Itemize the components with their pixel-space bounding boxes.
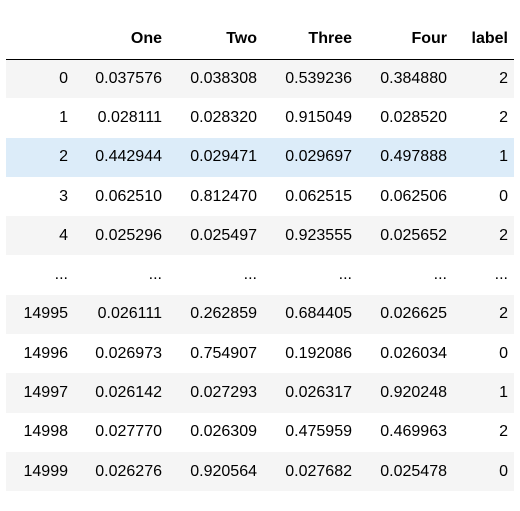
cell-one: 0.028111 <box>97 108 162 126</box>
cell-label: 2 <box>499 69 508 87</box>
cell-four: 0.025652 <box>380 226 447 244</box>
cell-three: 0.062515 <box>285 187 352 205</box>
row-index: 1 <box>59 108 68 126</box>
cell-label: 2 <box>499 423 508 441</box>
row-index: 14999 <box>23 462 69 480</box>
cell-three: 0.026317 <box>285 384 352 402</box>
dataframe-output: One Two Three Four label 0 0.037576 0.03… <box>6 19 514 492</box>
cell-one: 0.026111 <box>97 305 162 323</box>
table-row: 1 0.028111 0.028320 0.915049 0.028520 2 <box>6 98 514 138</box>
header-four: Four <box>358 19 453 60</box>
cell-one: ... <box>148 266 162 284</box>
cell-two: 0.262859 <box>190 305 257 323</box>
cell-one: 0.025296 <box>95 226 162 244</box>
cell-four: 0.028520 <box>380 108 447 126</box>
cell-two: 0.038308 <box>190 69 257 87</box>
cell-three: 0.923555 <box>285 226 352 244</box>
header-index <box>6 19 74 60</box>
row-index: 2 <box>59 148 68 166</box>
cell-three: ... <box>338 266 352 284</box>
cell-one: 0.026276 <box>95 462 162 480</box>
cell-three: 0.192086 <box>285 344 352 362</box>
cell-one: 0.027770 <box>95 423 162 441</box>
row-index: 3 <box>59 187 68 205</box>
cell-four: 0.026034 <box>380 344 447 362</box>
cell-two: 0.027293 <box>190 384 257 402</box>
cell-two: 0.029471 <box>190 148 257 166</box>
cell-two: 0.025497 <box>190 226 257 244</box>
table-row: 14997 0.026142 0.027293 0.026317 0.92024… <box>6 373 514 413</box>
table-row: 14995 0.026111 0.262859 0.684405 0.02662… <box>6 294 514 335</box>
cell-label: 0 <box>499 187 508 205</box>
row-index: 14995 <box>23 305 69 323</box>
cell-three: 0.475959 <box>285 423 352 441</box>
cell-label: 1 <box>499 384 508 402</box>
table-row-highlighted: 2 0.442944 0.029471 0.029697 0.497888 1 <box>6 137 514 177</box>
ellipsis-row: ... ... ... ... ... ... <box>6 255 514 295</box>
cell-two: 0.028320 <box>190 108 257 126</box>
cell-one: 0.062510 <box>95 187 162 205</box>
cell-four: 0.469963 <box>380 423 447 441</box>
cell-three: 0.027682 <box>285 462 352 480</box>
cell-three: 0.915049 <box>285 108 352 126</box>
table-row: 14996 0.026973 0.754907 0.192086 0.02603… <box>6 334 514 374</box>
table-header: One Two Three Four label <box>6 19 514 60</box>
cell-label: 2 <box>499 108 508 126</box>
cell-four: 0.025478 <box>380 462 447 480</box>
row-index: 4 <box>59 226 68 244</box>
cell-one: 0.442944 <box>95 148 162 166</box>
cell-one: 0.026142 <box>95 384 162 402</box>
table-row: 4 0.025296 0.025497 0.923555 0.025652 2 <box>6 216 514 256</box>
cell-label: 2 <box>499 305 508 323</box>
row-index: 14997 <box>23 384 69 402</box>
cell-four: 0.920248 <box>380 384 447 402</box>
cell-two: 0.026309 <box>190 423 257 441</box>
header-row: One Two Three Four label <box>6 19 514 60</box>
row-index: 14996 <box>23 344 69 362</box>
cell-three: 0.684405 <box>285 305 352 323</box>
cell-label: 1 <box>499 148 508 166</box>
row-index: 14998 <box>23 423 69 441</box>
cell-three: 0.029697 <box>285 148 352 166</box>
table-row: 0 0.037576 0.038308 0.539236 0.384880 2 <box>6 59 514 99</box>
cell-three: 0.539236 <box>285 69 352 87</box>
cell-four: 0.497888 <box>380 148 447 166</box>
cell-four: ... <box>433 266 447 284</box>
dataframe-table: One Two Three Four label 0 0.037576 0.03… <box>6 19 514 492</box>
cell-label: 2 <box>499 226 508 244</box>
cell-four: 0.026625 <box>380 305 447 323</box>
cell-one: 0.037576 <box>95 69 162 87</box>
table-row: 3 0.062510 0.812470 0.062515 0.062506 0 <box>6 176 514 217</box>
header-two: Two <box>168 19 263 60</box>
cell-two: 0.812470 <box>190 187 257 205</box>
cell-two: ... <box>243 266 257 284</box>
cell-label: 0 <box>499 462 508 480</box>
cell-four: 0.062506 <box>380 187 447 205</box>
cell-four: 0.384880 <box>380 69 447 87</box>
cell-two: 0.754907 <box>190 344 257 362</box>
row-index: 0 <box>59 69 68 87</box>
table-row: 14998 0.027770 0.026309 0.475959 0.46996… <box>6 412 514 452</box>
cell-one: 0.026973 <box>95 344 162 362</box>
table-row: 14999 0.026276 0.920564 0.027682 0.02547… <box>6 451 514 492</box>
cell-two: 0.920564 <box>190 462 257 480</box>
cell-label: ... <box>494 266 508 284</box>
header-label: label <box>453 19 514 60</box>
table-body: 0 0.037576 0.038308 0.539236 0.384880 2 … <box>6 59 514 492</box>
row-index: ... <box>54 266 68 284</box>
cell-label: 0 <box>499 344 508 362</box>
header-three: Three <box>263 19 358 60</box>
header-one: One <box>74 19 168 60</box>
